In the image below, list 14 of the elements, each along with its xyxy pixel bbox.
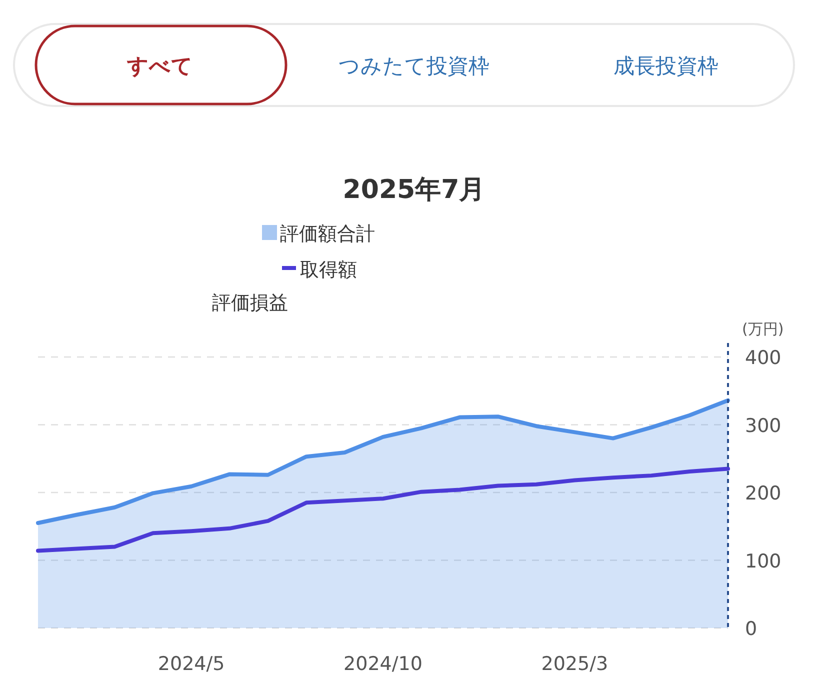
x-tick-label: 2024/10 — [344, 653, 422, 675]
text: 評価損益 — [212, 292, 288, 314]
tabs: すべて つみたて投資枠 成長投資枠 — [13, 23, 795, 107]
x-tick-label: 2024/5 — [158, 653, 225, 675]
chart-title: 2025年7月 — [342, 175, 486, 205]
y-axis-title: (万円) — [742, 320, 784, 338]
y-tick-label: 200 — [745, 482, 782, 504]
legend-label: 取得額 — [300, 259, 357, 281]
legend-label: 評価額合計 — [280, 223, 375, 245]
y-tick-label: 300 — [745, 414, 782, 437]
y-tick-label: 0 — [745, 618, 758, 640]
y-tick-label: 100 — [745, 550, 782, 572]
x-tick-label: 2025/3 — [541, 653, 608, 675]
y-tick-label: 400 — [745, 347, 782, 369]
